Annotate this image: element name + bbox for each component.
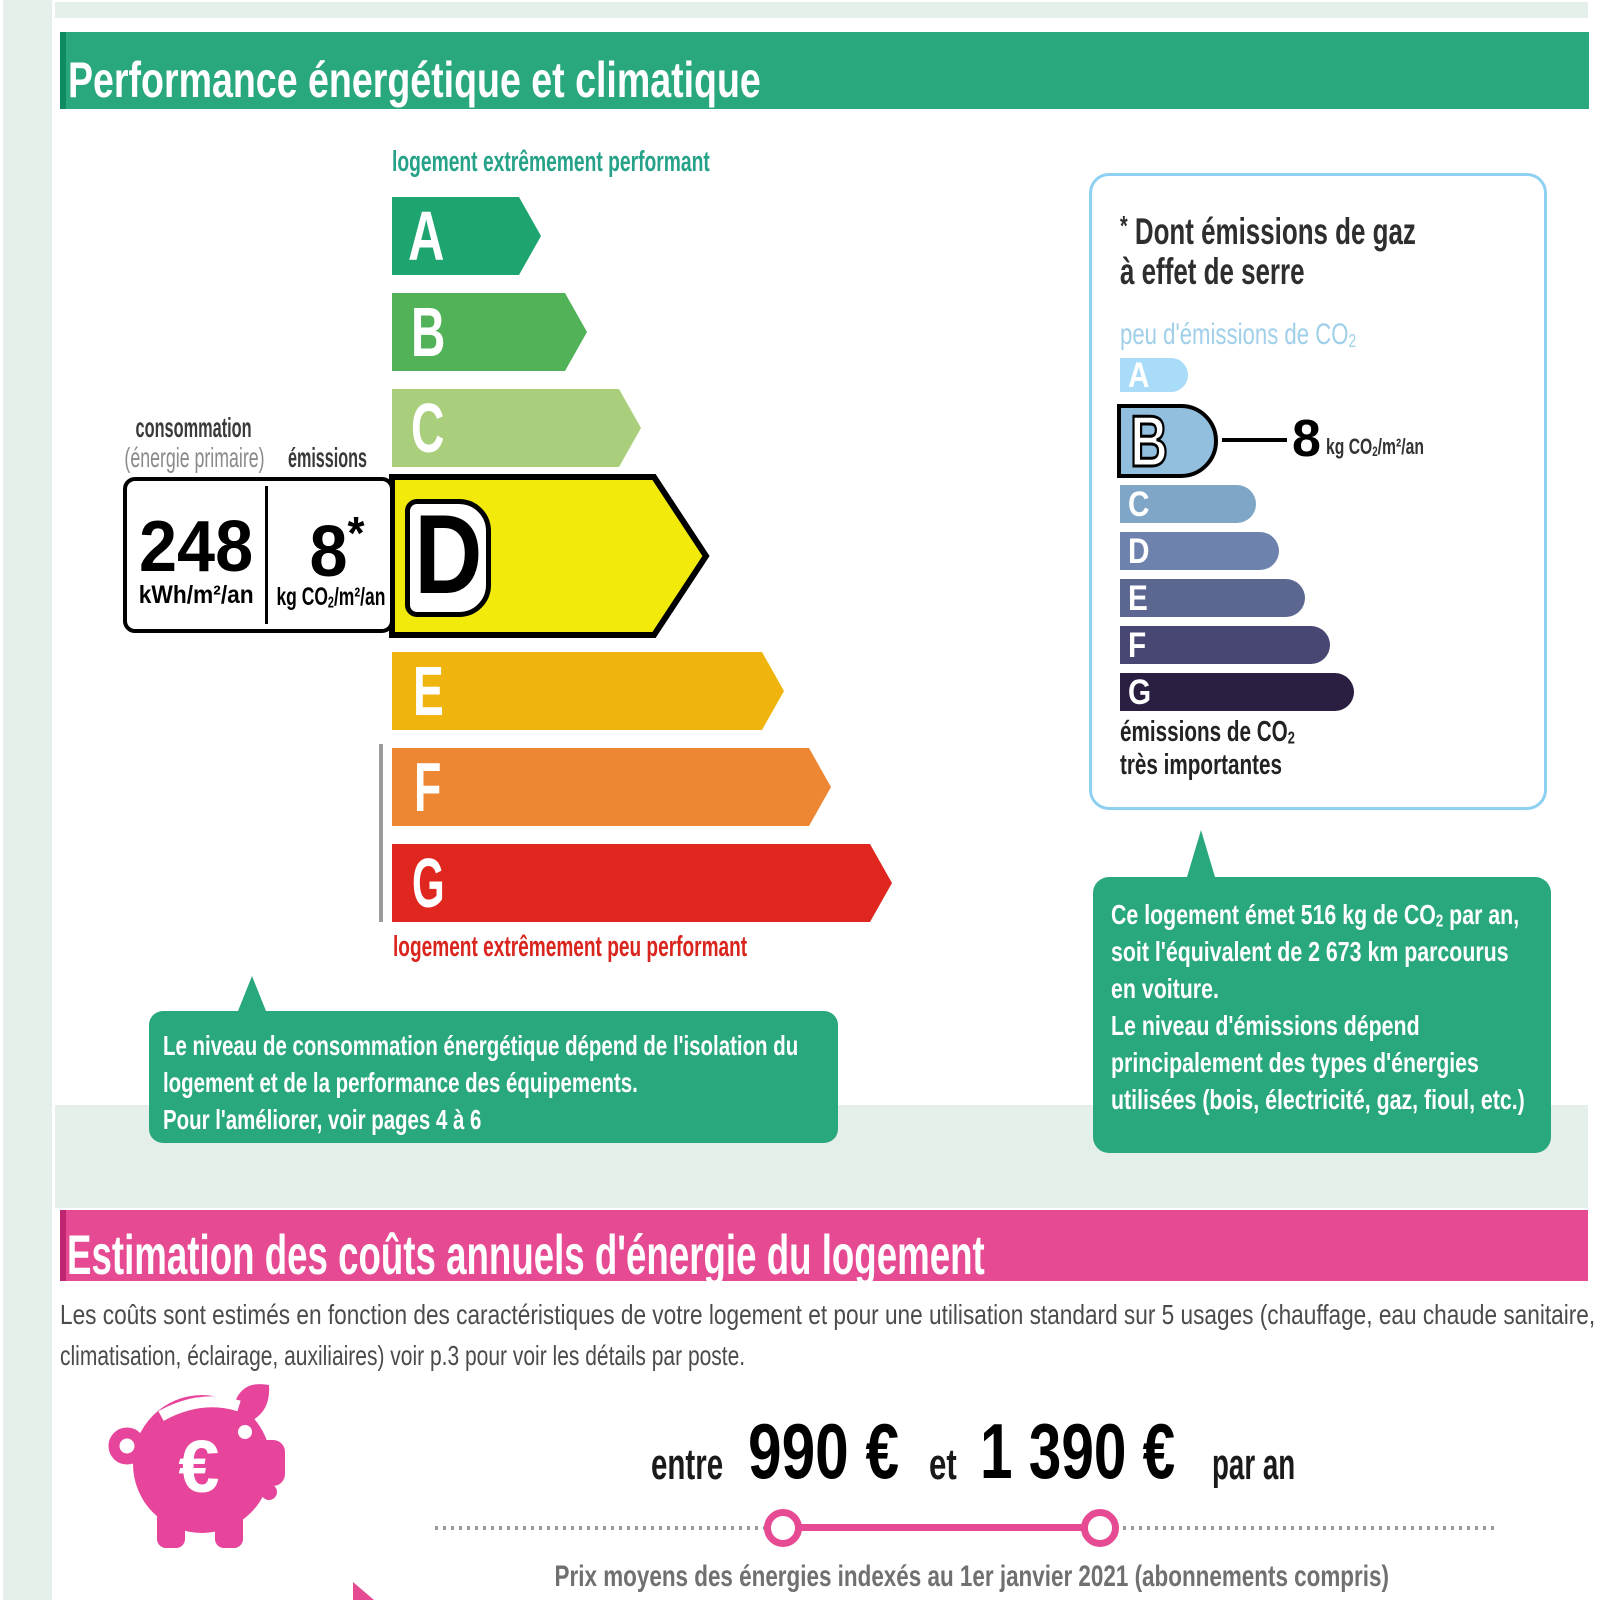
svg-text:€: € <box>178 1425 219 1508</box>
